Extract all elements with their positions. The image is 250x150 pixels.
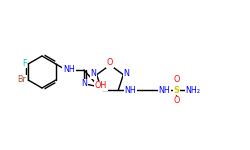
Text: N: N bbox=[81, 80, 87, 88]
Text: NH₂: NH₂ bbox=[186, 86, 201, 95]
Text: F: F bbox=[22, 58, 26, 68]
Text: NH: NH bbox=[124, 86, 136, 95]
Text: O: O bbox=[107, 58, 113, 67]
Text: NH: NH bbox=[158, 86, 170, 95]
Text: N: N bbox=[124, 69, 129, 78]
Text: OH: OH bbox=[95, 81, 107, 90]
Text: S: S bbox=[173, 86, 179, 95]
Text: NH: NH bbox=[63, 66, 75, 75]
Text: N: N bbox=[91, 69, 96, 78]
Text: Br: Br bbox=[18, 75, 26, 84]
Text: O: O bbox=[173, 75, 180, 84]
Text: O: O bbox=[173, 96, 180, 105]
